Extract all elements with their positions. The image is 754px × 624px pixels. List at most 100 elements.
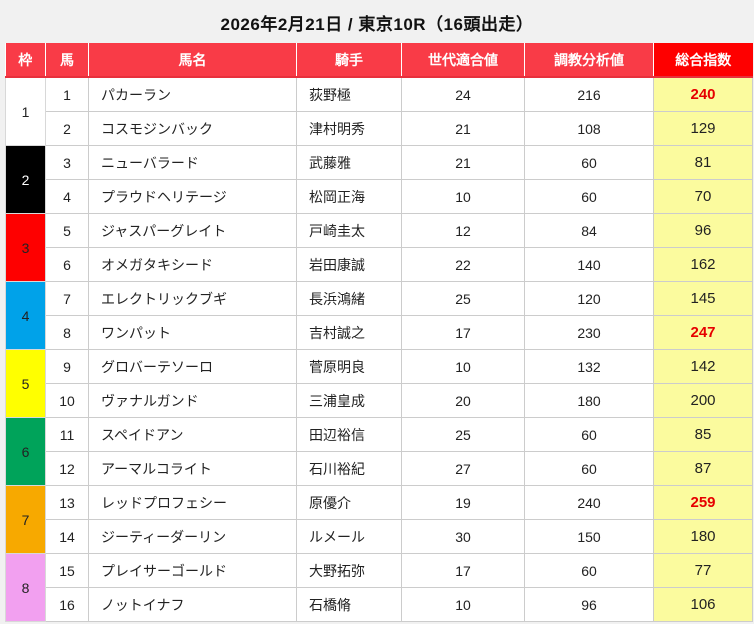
total-index-cell: 200 — [653, 383, 753, 418]
jockey-cell: 吉村誠之 — [296, 315, 402, 350]
generation-value-cell: 19 — [401, 485, 525, 520]
generation-value-cell: 24 — [401, 76, 525, 112]
generation-value-cell: 25 — [401, 281, 525, 316]
horse-number-cell: 9 — [45, 349, 89, 384]
horse-number-cell: 7 — [45, 281, 89, 316]
table-row: 14 ジーティーダーリン ルメール 30 150 180 — [6, 519, 753, 554]
horse-name-cell: エレクトリックブギ — [88, 281, 297, 316]
total-index-cell: 142 — [653, 349, 753, 384]
training-value-cell: 230 — [524, 315, 654, 350]
total-index-cell: 145 — [653, 281, 753, 316]
total-index-cell: 87 — [653, 451, 753, 486]
frame-cell: 8 — [5, 553, 46, 622]
generation-value-cell: 20 — [401, 383, 525, 418]
total-index-cell: 96 — [653, 213, 753, 248]
total-index-cell: 129 — [653, 111, 753, 146]
col-header-horse-number: 馬 — [45, 43, 89, 78]
jockey-cell: 長浜鴻緒 — [296, 281, 402, 316]
horse-number-cell: 12 — [45, 451, 89, 486]
frame-cell: 5 — [5, 349, 46, 418]
jockey-cell: 戸崎圭太 — [296, 213, 402, 248]
training-value-cell: 60 — [524, 145, 654, 180]
generation-value-cell: 21 — [401, 145, 525, 180]
table-row: 8 15 プレイサーゴールド 大野拓弥 17 60 77 — [5, 553, 753, 622]
table-row: 5 9 グロバーテソーロ 菅原明良 10 132 142 — [5, 349, 753, 418]
col-header-training-analysis: 調教分析値 — [524, 43, 654, 78]
page-title: 2026年2月21日 / 東京10R（16頭出走） — [220, 15, 534, 34]
total-index-cell: 85 — [653, 417, 753, 452]
table-row: 3 5 ジャスパーグレイト 戸崎圭太 12 84 96 — [5, 213, 753, 282]
horse-name-cell: ニューバラード — [88, 145, 297, 180]
col-header-jockey: 騎手 — [296, 43, 402, 78]
horse-name-cell: パカーラン — [88, 76, 297, 112]
horse-name-cell: アーマルコライト — [88, 451, 297, 486]
horse-name-cell: ジーティーダーリン — [88, 519, 297, 554]
training-value-cell: 150 — [524, 519, 654, 554]
generation-value-cell: 17 — [401, 315, 525, 350]
total-index-cell: 180 — [653, 519, 753, 554]
horse-name-cell: スペイドアン — [88, 417, 297, 452]
jockey-cell: 松岡正海 — [296, 179, 402, 214]
horse-number-cell: 5 — [45, 213, 89, 248]
total-index-cell: 81 — [653, 145, 753, 180]
jockey-cell: 原優介 — [296, 485, 402, 520]
horse-name-cell: グロバーテソーロ — [88, 349, 297, 384]
generation-value-cell: 22 — [401, 247, 525, 282]
generation-value-cell: 10 — [401, 179, 525, 214]
generation-value-cell: 10 — [401, 349, 525, 384]
jockey-cell: 三浦皇成 — [296, 383, 402, 418]
horse-number-cell: 14 — [45, 519, 89, 554]
table-row: 6 11 スペイドアン 田辺裕信 25 60 85 — [5, 417, 753, 486]
training-value-cell: 120 — [524, 281, 654, 316]
horse-number-cell: 16 — [45, 587, 89, 622]
generation-value-cell: 10 — [401, 587, 525, 622]
table-row: 16 ノットイナフ 石橋脩 10 96 106 — [6, 587, 753, 622]
jockey-cell: 岩田康誠 — [296, 247, 402, 282]
horse-number-cell: 15 — [45, 553, 89, 588]
generation-value-cell: 17 — [401, 553, 525, 588]
training-value-cell: 60 — [524, 451, 654, 486]
col-header-frame: 枠 — [5, 43, 46, 78]
total-index-cell: 259 — [653, 485, 753, 520]
table-row: 4 7 エレクトリックブギ 長浜鴻緒 25 120 145 — [5, 281, 753, 350]
table-row: 12 アーマルコライト 石川裕紀 27 60 87 — [6, 451, 753, 486]
training-value-cell: 60 — [524, 179, 654, 214]
col-header-horse-name: 馬名 — [88, 43, 297, 78]
jockey-cell: 石川裕紀 — [296, 451, 402, 486]
horse-name-cell: プラウドヘリテージ — [88, 179, 297, 214]
horse-name-cell: ジャスパーグレイト — [88, 213, 297, 248]
training-value-cell: 216 — [524, 76, 654, 112]
training-value-cell: 180 — [524, 383, 654, 418]
training-value-cell: 240 — [524, 485, 654, 520]
training-value-cell: 108 — [524, 111, 654, 146]
total-index-cell: 240 — [653, 76, 753, 112]
horse-number-cell: 2 — [45, 111, 89, 146]
table-row: 7 13 レッドプロフェシー 原優介 19 240 259 — [5, 485, 753, 554]
horse-name-cell: プレイサーゴールド — [88, 553, 297, 588]
horse-number-cell: 10 — [45, 383, 89, 418]
table-row: 4 プラウドヘリテージ 松岡正海 10 60 70 — [6, 179, 753, 214]
training-value-cell: 132 — [524, 349, 654, 384]
horse-number-cell: 1 — [45, 76, 89, 112]
generation-value-cell: 25 — [401, 417, 525, 452]
table-row: 10 ヴァナルガンド 三浦皇成 20 180 200 — [6, 383, 753, 418]
col-header-generation-fit: 世代適合値 — [401, 43, 525, 78]
table-row: 6 オメガタキシード 岩田康誠 22 140 162 — [6, 247, 753, 282]
jockey-cell: 武藤雅 — [296, 145, 402, 180]
horse-name-cell: オメガタキシード — [88, 247, 297, 282]
generation-value-cell: 27 — [401, 451, 525, 486]
training-value-cell: 140 — [524, 247, 654, 282]
horse-number-cell: 13 — [45, 485, 89, 520]
jockey-cell: 津村明秀 — [296, 111, 402, 146]
total-index-cell: 106 — [653, 587, 753, 622]
training-value-cell: 84 — [524, 213, 654, 248]
jockey-cell: 荻野極 — [296, 76, 402, 112]
horse-number-cell: 4 — [45, 179, 89, 214]
total-index-cell: 162 — [653, 247, 753, 282]
generation-value-cell: 21 — [401, 111, 525, 146]
total-index-cell: 247 — [653, 315, 753, 350]
horse-name-cell: ノットイナフ — [88, 587, 297, 622]
frame-cell: 3 — [5, 213, 46, 282]
training-value-cell: 60 — [524, 417, 654, 452]
table-row: 2 コスモジンバック 津村明秀 21 108 129 — [6, 111, 753, 146]
